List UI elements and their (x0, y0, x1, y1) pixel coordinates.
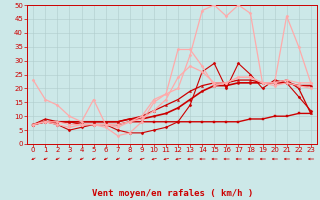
Text: Vent moyen/en rafales ( km/h ): Vent moyen/en rafales ( km/h ) (92, 189, 253, 198)
